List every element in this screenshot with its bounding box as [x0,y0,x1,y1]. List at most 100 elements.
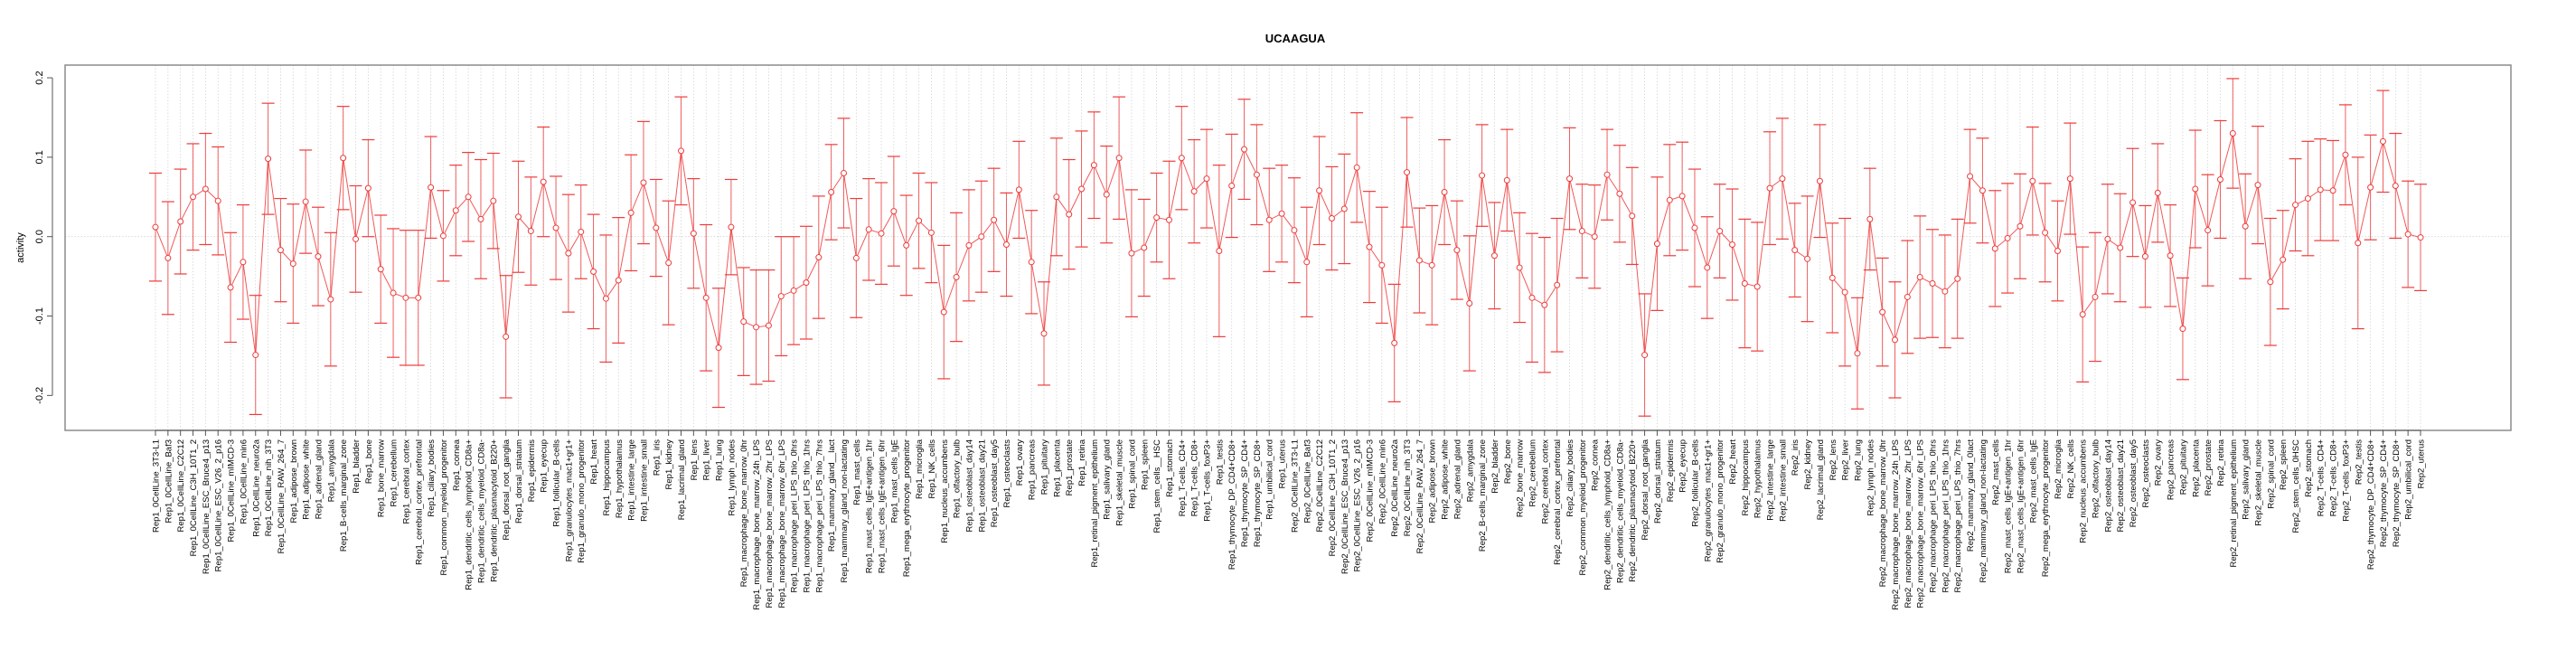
data-point [515,213,522,221]
x-tick-label: Rep1_macrophage_bone_marrow_24h_LPS [752,439,762,610]
data-point [1141,244,1148,251]
data-point [289,260,296,268]
chart-title: UCAAGUA [1265,32,1326,45]
x-tick-label: Rep1_lymph_nodes [727,439,737,516]
x-tick-label: Rep1_placenta [1052,439,1062,497]
x-tick-label: Rep1_osteoclasts [1002,439,1012,508]
x-tick-label: Rep2_macrophage_bone_marrow_0hr [1878,439,1888,587]
x-tick-label: Rep2_spleen [2279,439,2289,490]
data-point [277,247,284,254]
data-point [903,241,910,249]
data-point [240,259,247,266]
data-point [965,241,973,249]
data-point [2167,252,2174,259]
data-point [1028,259,1035,266]
data-point [615,277,622,284]
data-point [1991,245,1998,252]
x-tick-label: Rep1_thymocyte_SP_CD8+ [1253,439,1263,548]
data-point [1228,182,1236,189]
data-point [1954,275,1961,282]
x-tick-label: Rep2_microglia [2054,439,2064,499]
data-point [2329,187,2336,194]
x-tick-label: Rep1_dorsal_root_ganglia [502,439,512,540]
data-point [1841,288,1848,296]
x-tick-label: Rep2_kidney [1803,439,1813,490]
x-tick-label: Rep1_macrophage_bone_marrow_6hr_LPS [777,439,787,608]
data-point [490,197,497,204]
x-tick-label: Rep1_retina [1077,439,1087,486]
data-point [415,294,422,301]
x-axis: Rep1_0CellLine_3T3-L1 Rep1_0CellLine_Baf3… [152,429,2427,610]
data-point [1503,176,1510,184]
data-point [2267,278,2274,286]
x-tick-label: Rep1_mast_cells_IgE+antigen_6hr [878,439,888,573]
data-point [177,218,184,225]
data-point [353,235,360,242]
x-tick-label: Rep2_mammary_gland_0lact [1966,439,1976,552]
x-tick-label: Rep1_heart [589,439,599,485]
data-point [2129,199,2137,206]
x-tick-label: Rep1_B-cells_marginal_zone [339,439,349,552]
x-tick-label: Rep2_adrenal_gland [1453,439,1462,519]
data-point [690,230,697,237]
x-tick-label: Rep1_thymocyte_DP_CD4+CD8+ [1227,439,1237,571]
x-tick-label: Rep2_umbilical_cord [2404,439,2414,520]
y-tick-label: 0.0 [34,230,45,243]
x-tick-label: Rep1_mammary_gland_non-lactating [840,439,850,582]
data-point [940,308,947,316]
x-tick-label: Rep1_cerebral_cortex [401,439,411,524]
data-point [2079,311,2086,318]
x-tick-label: Rep2_dendritic_plasmacytoid_B220+ [1628,439,1638,582]
data-point [1629,212,1636,220]
data-point [1979,187,1986,194]
data-point [953,273,960,280]
x-tick-label: Rep1_0CellLine_ESC_Bruce4_p13 [202,439,212,574]
x-tick-label: Rep2_adipose_white [1441,439,1451,520]
data-point [428,184,435,191]
data-point [1241,146,1248,153]
x-tick-label: Rep1_NK_cells [927,439,937,499]
x-tick-label: Rep2_B-cells_marginal_zone [1478,439,1488,552]
x-tick-label: Rep1_granulocytes_mac1+gr1+ [564,439,574,562]
x-tick-label: Rep2_0CellLine_C2C12 [1315,439,1325,532]
data-point [2317,186,2324,193]
x-tick-label: Rep2_stem_cells_0HSC [2291,439,2301,533]
data-point [152,223,159,231]
x-tick-label: Rep2_cerebellum [1528,439,1537,507]
x-tick-label: Rep1_0CellLine_C2C12 [176,439,186,532]
data-point [1253,171,1260,178]
data-point [765,322,772,329]
x-tick-label: Rep2_0CellLine_ESC_V26_2_p16 [1353,439,1363,571]
y-axis-label: activity [15,232,26,263]
x-tick-label: Rep2_nucleus_accumbens [2079,439,2089,543]
x-tick-label: Rep1_epidermis [527,439,537,502]
data-point [753,324,760,331]
data-point [1479,172,1486,179]
x-tick-label: Rep2_bone_marrow [1516,439,1526,517]
grid-lines [155,65,2421,430]
data-point [2392,182,2399,189]
x-tick-label: Rep2_dorsal_striatum [1653,439,1663,524]
data-point [1616,190,1623,197]
data-point [627,209,635,216]
data-point [1216,248,1223,255]
x-tick-label: Rep1_0CellLine_ESC_V26_2_p16 [214,439,224,571]
data-point [1428,261,1435,269]
x-tick-label: Rep1_uterus [1278,439,1288,489]
x-tick-label: Rep2_0CellLine_ESC_Bruce4_p13 [1340,439,1350,574]
data-point [653,224,660,231]
x-tick-label: Rep2_osteoblast_day14 [2103,439,2113,532]
x-tick-label: Rep1_hypothalamus [615,439,625,518]
data-point [1453,247,1461,254]
data-point [503,333,510,340]
x-tick-label: Rep2_macrophage_bone_marrow_6hr_LPS [1916,439,1926,608]
data-point [552,224,559,231]
x-tick-label: Rep1_osteoblast_day5 [990,439,1000,527]
x-tick-label: Rep1_osteoblast_day21 [977,439,987,532]
x-tick-label: Rep1_mast_cells_IgE+antigen_1hr [865,439,875,573]
data-point [715,344,722,352]
data-point [2417,234,2424,241]
data-point [315,253,322,260]
x-tick-label: Rep2_osteoblast_day21 [2116,439,2126,532]
